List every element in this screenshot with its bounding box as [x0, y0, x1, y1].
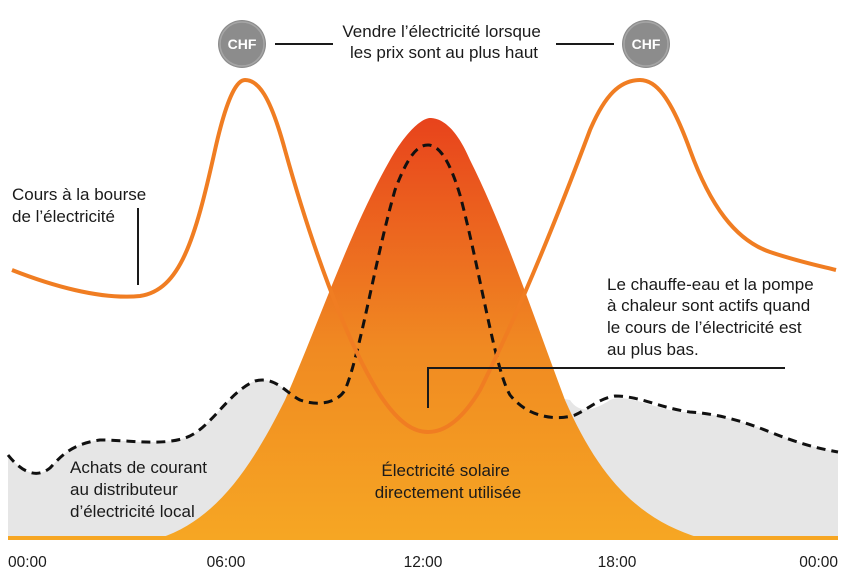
grid-purchase-annotation: Achats de courant au distributeur d’élec…	[70, 458, 212, 521]
solar-direct-line-2: directement utilisée	[375, 483, 521, 502]
market-price-line-2: de l’électricité	[12, 207, 115, 226]
x-axis-ticks: 00:00 06:00 12:00 18:00 00:00	[8, 554, 838, 571]
x-tick-0000-start: 00:00	[8, 554, 47, 571]
chf-coin-label-right: CHF	[632, 36, 661, 52]
sell-high-line-1: Vendre l’électricité lorsque	[342, 22, 540, 41]
x-tick-1800: 18:00	[598, 554, 637, 571]
grid-purchase-line-1: Achats de courant	[70, 458, 207, 477]
low-price-line-2: à chaleur sont actifs quand	[607, 296, 810, 315]
x-tick-0000-end: 00:00	[799, 554, 838, 571]
market-price-line-1: Cours à la bourse	[12, 185, 146, 204]
grid-purchase-line-3: d’électricité local	[70, 502, 195, 521]
chf-coin-icon	[218, 20, 266, 68]
chf-coin-label-left: CHF	[228, 36, 257, 52]
chf-coin-left: CHF	[218, 20, 266, 68]
solar-direct-line-1: Électricité solaire	[381, 461, 510, 480]
low-price-line-1: Le chauffe-eau et la pompe	[607, 275, 814, 294]
consumption-dashed-line	[6, 143, 839, 475]
chf-coin-icon	[622, 20, 670, 68]
low-price-line-3: le cours de l’électricité est	[607, 318, 802, 337]
chf-coin-right: CHF	[622, 20, 670, 68]
solar-production-area	[160, 118, 700, 538]
sell-high-annotation: Vendre l’électricité lorsque les prix so…	[342, 22, 545, 62]
x-tick-1200: 12:00	[404, 554, 443, 571]
x-tick-0600: 06:00	[207, 554, 246, 571]
low-price-pointer	[427, 367, 785, 408]
low-price-annotation: Le chauffe-eau et la pompe à chaleur son…	[607, 275, 818, 359]
sell-high-line-2: les prix sont au plus haut	[350, 43, 538, 62]
market-price-annotation: Cours à la bourse de l’électricité	[12, 185, 151, 226]
low-price-line-4: au plus bas.	[607, 340, 699, 359]
solar-direct-annotation: Électricité solaire directement utilisée	[375, 461, 521, 502]
grid-purchase-line-2: au distributeur	[70, 480, 178, 499]
price-curve	[11, 77, 837, 435]
